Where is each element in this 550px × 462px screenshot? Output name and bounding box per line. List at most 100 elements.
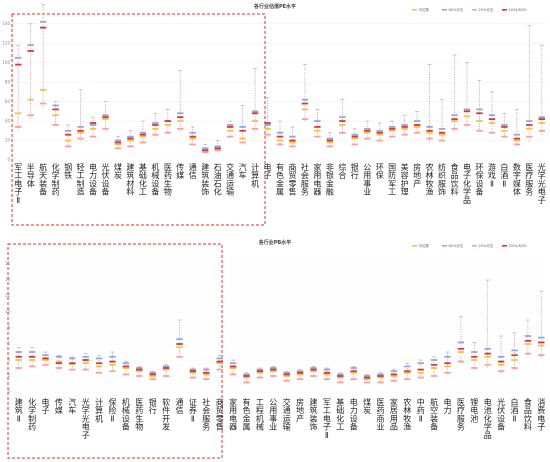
category-label: 物 — [135, 422, 143, 432]
category-label: 业 — [269, 422, 277, 432]
series-mark — [501, 135, 508, 138]
category-label: 电 — [42, 397, 50, 407]
series-mark — [513, 143, 521, 146]
category-label: 医 — [457, 398, 465, 407]
series-mark — [438, 131, 446, 134]
category-label: 航 — [39, 162, 47, 172]
category-label: 银 — [149, 397, 157, 407]
category-label: 备 — [101, 187, 109, 197]
series-mark — [339, 124, 346, 126]
series-mark — [511, 367, 518, 369]
category-label: 媒 — [513, 179, 521, 188]
series-mark — [82, 359, 89, 361]
series-mark — [95, 362, 103, 365]
series-mark — [270, 367, 277, 369]
series-mark — [122, 373, 130, 376]
category-label: 建 — [201, 162, 209, 172]
category-label: 煤 — [363, 397, 371, 407]
category-label: 业 — [363, 187, 371, 197]
y-tick-label: 10 — [5, 309, 11, 314]
series-mark — [64, 145, 72, 148]
series-mark — [102, 116, 109, 119]
category-label: Ⅱ — [490, 179, 494, 188]
series-mark — [55, 360, 63, 363]
y-tick-label: 4 — [7, 357, 10, 362]
series-mark — [136, 367, 143, 369]
series-mark — [283, 371, 290, 374]
category-label: 保 — [109, 397, 117, 407]
series-mark — [176, 338, 183, 341]
category-label: 品 — [484, 431, 492, 440]
category-label: 公 — [269, 398, 277, 407]
series-mark — [364, 129, 371, 132]
series-mark — [526, 120, 533, 122]
category-label: 金 — [276, 178, 284, 188]
series-mark — [152, 133, 159, 136]
category-label: 农 — [426, 162, 434, 172]
category-label: 有 — [276, 162, 284, 172]
series-mark — [417, 371, 424, 374]
category-label: 会 — [301, 170, 309, 180]
category-label: 设 — [475, 178, 483, 188]
category-label: 电 — [537, 413, 545, 423]
category-label: 力 — [444, 405, 452, 415]
series-mark — [189, 370, 197, 373]
category-label: 医 — [377, 398, 385, 407]
series-mark — [114, 147, 122, 150]
category-label: 环 — [376, 163, 384, 172]
series-mark — [69, 368, 76, 371]
y-tick-label: 12 — [5, 293, 11, 298]
series-mark — [55, 355, 63, 358]
series-mark — [69, 362, 76, 365]
category-label: 物 — [164, 187, 172, 197]
category-label: 房 — [296, 397, 304, 407]
series-mark — [256, 368, 264, 371]
series-mark — [176, 355, 183, 358]
series-mark — [404, 378, 411, 381]
category-label: 字 — [513, 170, 521, 180]
category-label: 银 — [326, 170, 334, 180]
y-tick-label: 20 — [5, 138, 11, 143]
series-mark — [28, 359, 36, 361]
series-mark — [430, 359, 438, 361]
series-mark — [216, 362, 223, 365]
series-mark — [444, 355, 451, 358]
category-label: 药 — [28, 422, 36, 432]
series-mark — [77, 137, 84, 140]
category-label: 房 — [413, 162, 421, 172]
category-label: 饰 — [201, 187, 209, 197]
category-label: 工 — [323, 406, 331, 415]
category-label: 通 — [189, 162, 197, 172]
y-tick-label: 100 — [2, 60, 10, 65]
legend-label: 2025/6/30 — [509, 8, 527, 12]
category-label: 电 — [470, 405, 478, 415]
series-mark — [152, 122, 159, 124]
series-mark — [463, 110, 471, 113]
series-mark — [538, 116, 545, 119]
series-mark — [451, 127, 458, 130]
series-mark — [457, 341, 465, 344]
category-label: 基 — [139, 162, 147, 172]
category-label: 设 — [151, 178, 159, 188]
category-label: 子 — [538, 196, 546, 205]
category-label: 酒 — [511, 406, 519, 415]
series-mark — [413, 120, 421, 122]
series-mark — [89, 122, 97, 124]
category-label: 疗 — [457, 405, 465, 415]
category-label: 家 — [313, 162, 321, 172]
series-mark — [337, 373, 344, 376]
series-mark — [497, 363, 505, 366]
series-mark — [256, 370, 264, 373]
category-label: 运 — [283, 414, 291, 423]
category-label: 化 — [336, 413, 344, 423]
series-mark — [251, 120, 259, 122]
category-label: 林 — [403, 405, 411, 415]
category-label: 输 — [283, 422, 291, 432]
category-label: Ⅱ — [191, 414, 195, 423]
series-mark — [390, 375, 398, 377]
category-label: 品 — [463, 196, 471, 205]
category-label: 子 — [42, 406, 50, 415]
series-mark — [314, 120, 321, 122]
category-label: 通 — [283, 405, 291, 415]
category-label: 装 — [310, 413, 318, 423]
